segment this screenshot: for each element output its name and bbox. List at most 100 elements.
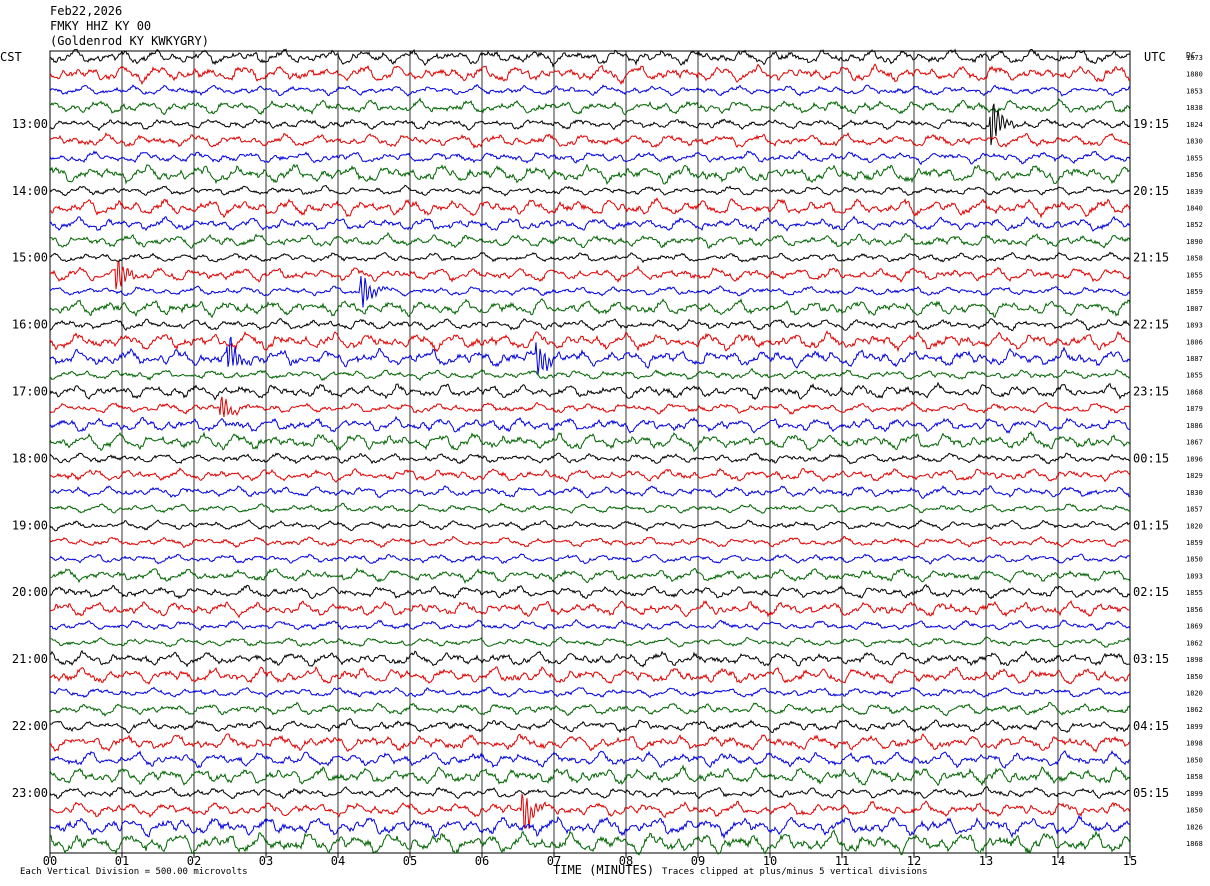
trace-line bbox=[49, 649, 1131, 668]
trace-line bbox=[49, 701, 1131, 717]
dc-offset-label: 1887 bbox=[1186, 355, 1203, 363]
trace-line bbox=[49, 583, 1131, 600]
left-hour-label: 13:00 bbox=[12, 117, 48, 131]
x-tick-label: 14 bbox=[1051, 854, 1065, 868]
dc-offset-label: 1886 bbox=[1186, 422, 1203, 430]
trace-line bbox=[49, 814, 1131, 840]
trace-line bbox=[49, 467, 1131, 483]
dc-offset-label: 1856 bbox=[1186, 171, 1203, 179]
trace-line bbox=[49, 215, 1131, 232]
x-tick-label: 00 bbox=[43, 854, 57, 868]
right-hour-label: 23:15 bbox=[1133, 384, 1169, 398]
left-hour-label: 14:00 bbox=[12, 184, 48, 198]
trace-line bbox=[49, 786, 1131, 800]
x-tick-label: 05 bbox=[403, 854, 417, 868]
dc-offset-label: 1830 bbox=[1186, 489, 1203, 497]
left-hour-label: 17:00 bbox=[12, 384, 48, 398]
x-tick-label: 04 bbox=[331, 854, 345, 868]
dc-offset-label: 1898 bbox=[1186, 740, 1203, 748]
trace-line bbox=[50, 567, 1131, 584]
x-tick-label: 12 bbox=[907, 854, 921, 868]
header-location: (Goldenrod KY KWKYGRY) bbox=[50, 34, 209, 48]
trace-line bbox=[49, 636, 1131, 648]
dc-offset-label: 1869 bbox=[1186, 623, 1203, 631]
trace-line bbox=[49, 452, 1131, 465]
trace-line bbox=[49, 415, 1131, 434]
plot-frame bbox=[49, 50, 1131, 854]
dc-offset-label: 1879 bbox=[1186, 405, 1203, 413]
dc-offset-label: 1858 bbox=[1186, 255, 1203, 263]
dc-offset-label: 1829 bbox=[1186, 472, 1203, 480]
trace-line bbox=[49, 163, 1131, 185]
dc-offset-label: 1896 bbox=[1186, 455, 1203, 463]
dc-offset-label: 1899 bbox=[1186, 723, 1203, 731]
trace-line bbox=[49, 686, 1131, 699]
trace-line bbox=[49, 231, 1131, 249]
trace-line bbox=[49, 336, 1131, 376]
dc-offset-label: 1806 bbox=[1186, 338, 1203, 346]
right-hour-label: 03:15 bbox=[1133, 652, 1169, 666]
trace-line bbox=[49, 829, 1131, 856]
dc-offset-label: 1898 bbox=[1186, 656, 1203, 664]
x-tick-label: 08 bbox=[619, 854, 633, 868]
right-hour-label: 04:15 bbox=[1133, 719, 1169, 733]
trace-line bbox=[49, 318, 1131, 332]
dc-offset-label: 1880 bbox=[1186, 71, 1203, 79]
trace-line bbox=[49, 184, 1131, 197]
trace-line bbox=[49, 518, 1131, 532]
left-hour-label: 22:00 bbox=[12, 719, 48, 733]
left-hour-label: 16:00 bbox=[12, 318, 48, 332]
dc-offset-label: 1899 bbox=[1186, 790, 1203, 798]
x-tick-label: 09 bbox=[691, 854, 705, 868]
x-tick-label: 13 bbox=[979, 854, 993, 868]
dc-offset-label: 1826 bbox=[1186, 823, 1203, 831]
right-hour-label: 00:15 bbox=[1133, 451, 1169, 465]
dc-offset-label: 1868 bbox=[1186, 840, 1203, 848]
trace-line bbox=[49, 793, 1131, 829]
right-hour-label: 19:15 bbox=[1133, 117, 1169, 131]
right-hour-label: 20:15 bbox=[1133, 184, 1169, 198]
x-tick-label: 15 bbox=[1123, 854, 1137, 868]
dc-offset-label: 1893 bbox=[1186, 322, 1203, 330]
dc-offset-label: 1830 bbox=[1186, 138, 1203, 146]
dc-label: DC bbox=[1186, 51, 1196, 60]
header-station: FMKY HHZ KY 00 bbox=[50, 19, 152, 33]
trace-line bbox=[50, 251, 1131, 264]
dc-offset-label: 1820 bbox=[1186, 522, 1203, 530]
trace-line bbox=[49, 275, 1131, 308]
dc-offset-label: 1807 bbox=[1186, 305, 1203, 313]
dc-offset-label: 1868 bbox=[1186, 388, 1203, 396]
scale-note: Each Vertical Division = 500.00 microvol… bbox=[20, 867, 248, 877]
clip-note: Traces clipped at plus/minus 5 vertical … bbox=[662, 867, 928, 877]
trace-line bbox=[49, 63, 1131, 86]
dc-offset-label: 1820 bbox=[1186, 689, 1203, 697]
left-hour-label: 15:00 bbox=[12, 251, 48, 265]
dc-offset-label: 1859 bbox=[1186, 288, 1203, 296]
dc-offset-label: 1850 bbox=[1186, 556, 1203, 564]
trace-line bbox=[49, 502, 1131, 514]
trace-line bbox=[49, 553, 1131, 565]
dc-offset-label: 1838 bbox=[1186, 104, 1203, 112]
trace-line bbox=[49, 618, 1131, 632]
left-hour-label: 19:00 bbox=[12, 518, 48, 532]
trace-line bbox=[49, 396, 1131, 418]
right-hour-label: 21:15 bbox=[1133, 251, 1169, 265]
dc-offset-label: 1855 bbox=[1186, 589, 1203, 597]
right-hour-label: 02:15 bbox=[1133, 585, 1169, 599]
trace-line bbox=[49, 485, 1131, 499]
x-tick-label: 10 bbox=[763, 854, 777, 868]
dc-offset-label: 1855 bbox=[1186, 271, 1203, 279]
dc-offset-label: 1850 bbox=[1186, 673, 1203, 681]
x-tick-label: 02 bbox=[187, 854, 201, 868]
trace-line bbox=[49, 717, 1131, 734]
dc-offset-label: 1873 bbox=[1186, 54, 1203, 62]
trace-line bbox=[49, 733, 1131, 753]
trace-line bbox=[49, 430, 1131, 453]
trace-line bbox=[49, 150, 1131, 166]
trace-line bbox=[49, 261, 1131, 290]
trace-line bbox=[49, 197, 1131, 219]
trace-line bbox=[49, 48, 1131, 68]
x-axis-label: TIME (MINUTES) bbox=[553, 863, 655, 877]
trace-line bbox=[49, 103, 1131, 146]
